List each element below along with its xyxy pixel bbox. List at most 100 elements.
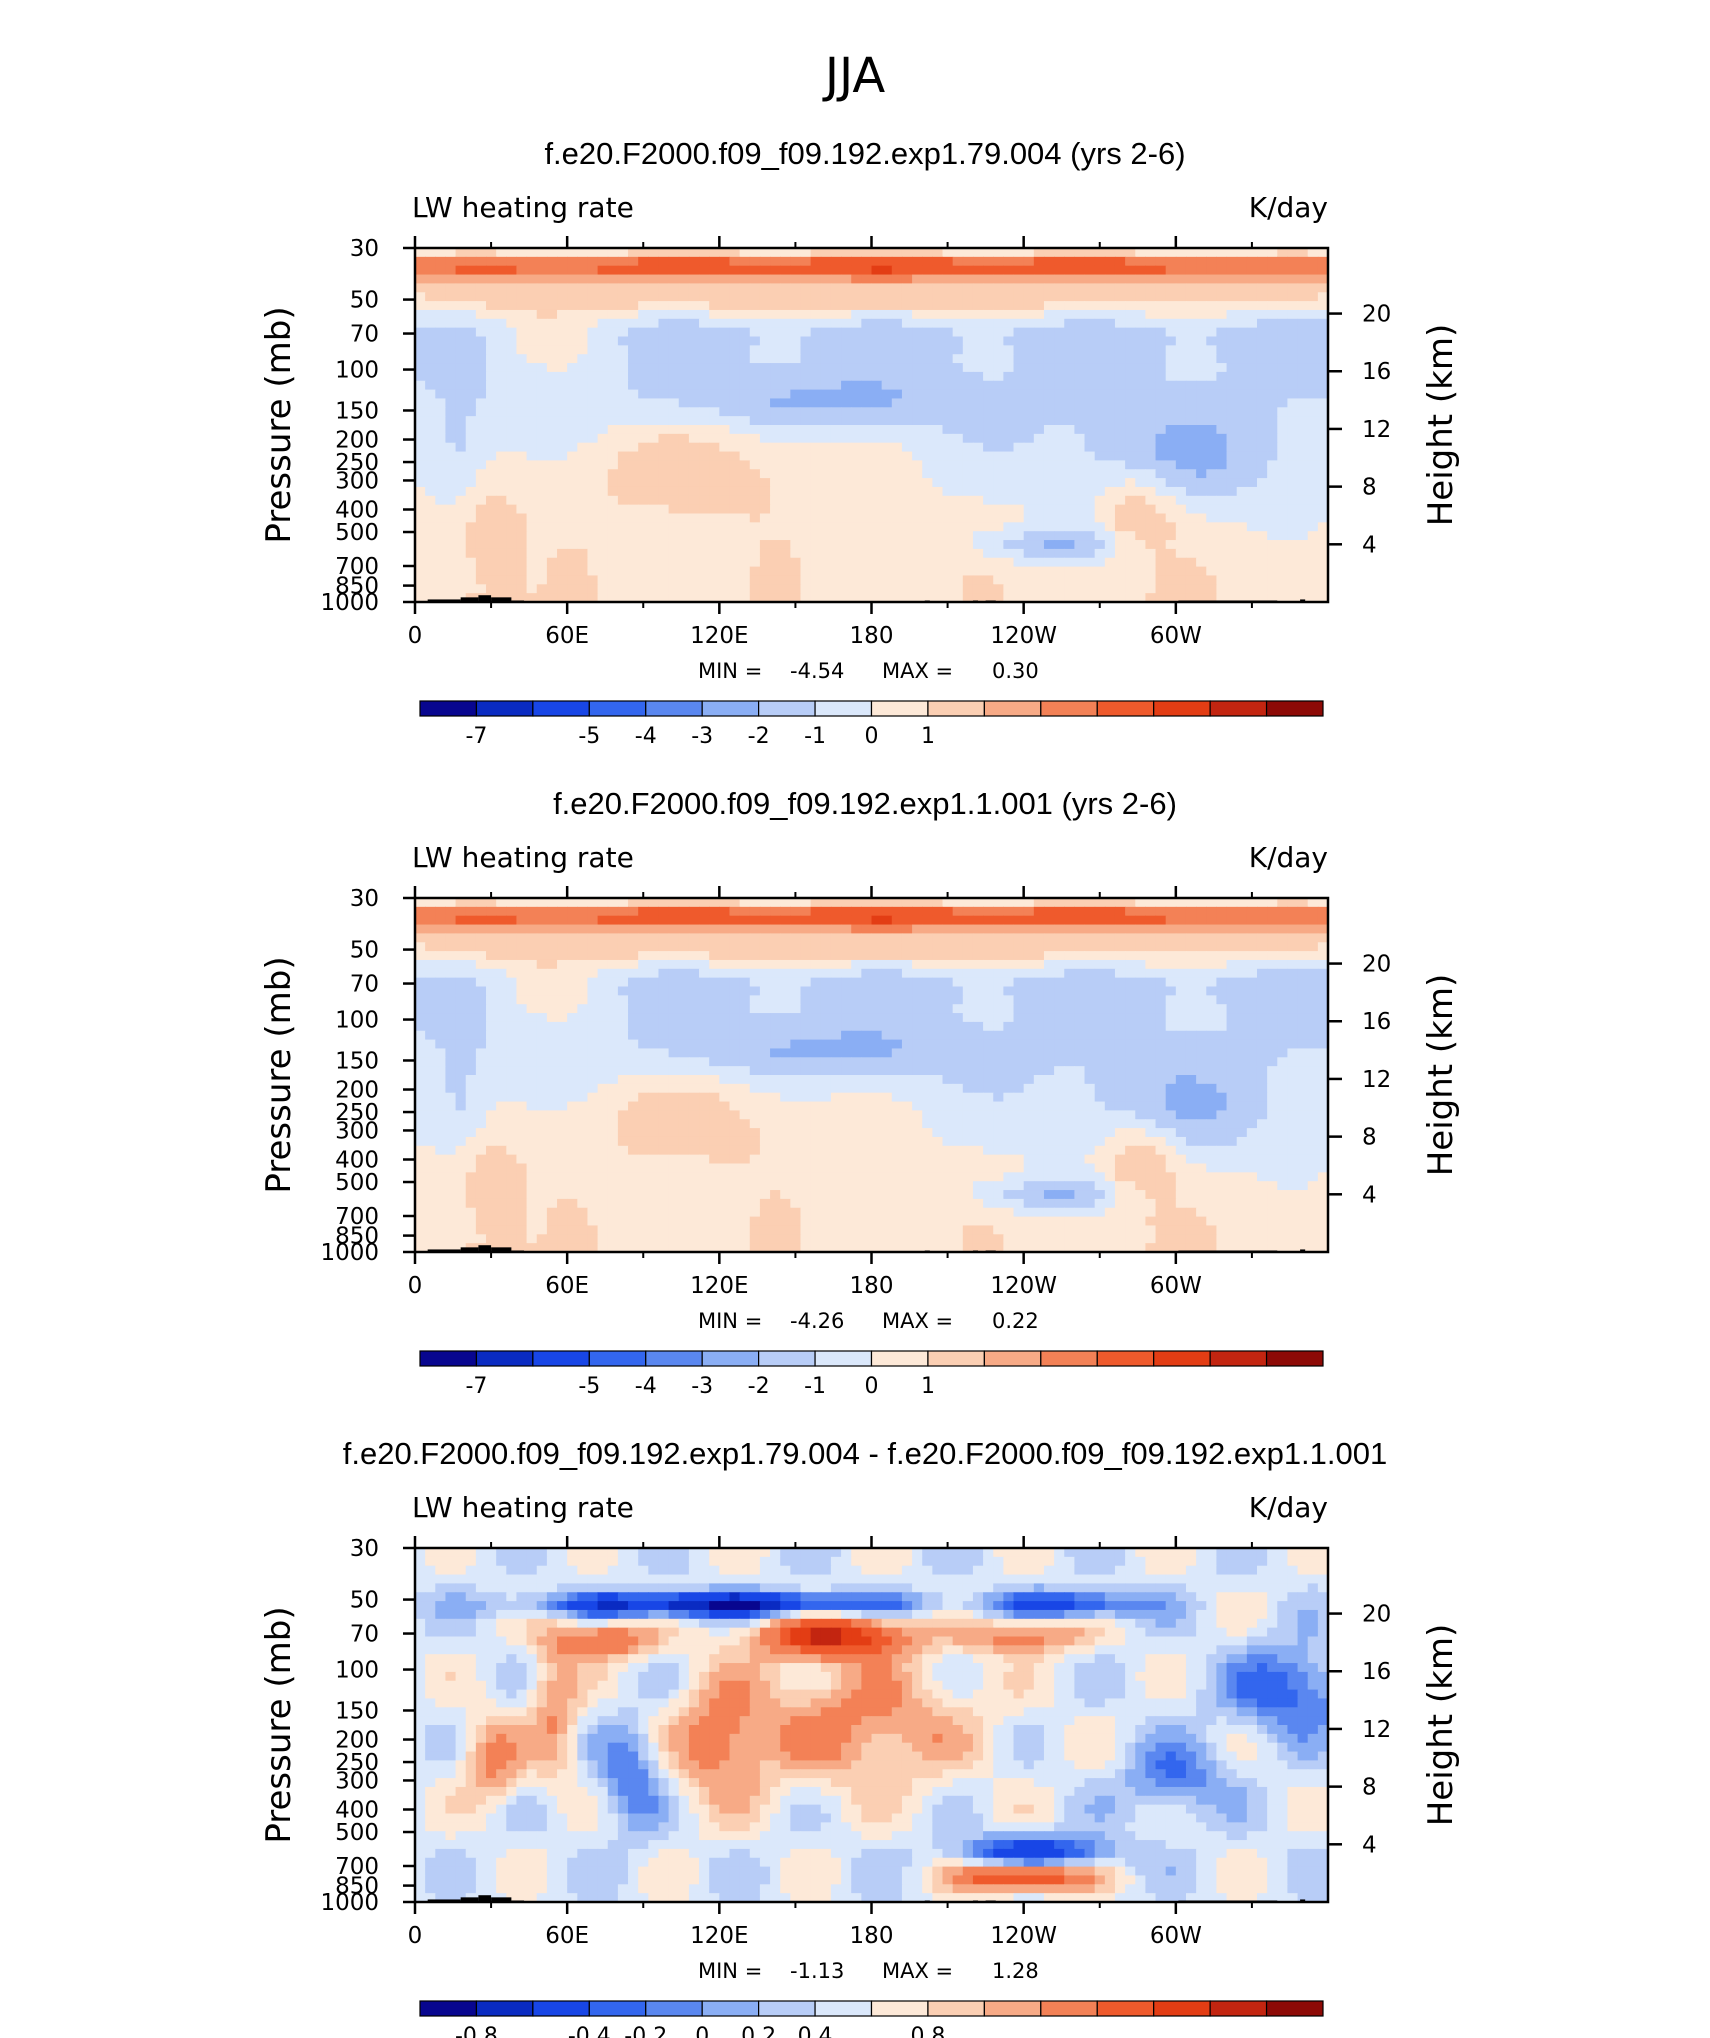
field-cell — [1246, 995, 1258, 1005]
field-cell — [1155, 327, 1167, 338]
field-cell — [800, 1004, 812, 1014]
field-cell — [1033, 584, 1045, 594]
field-cell — [465, 584, 477, 594]
field-cell — [617, 898, 629, 908]
field-cell — [1125, 433, 1136, 444]
field-cell — [901, 318, 913, 329]
field-cell — [1297, 906, 1309, 917]
field-cell — [1125, 486, 1136, 497]
field-cell — [800, 363, 812, 373]
field-cell — [577, 531, 589, 541]
field-cell — [891, 354, 903, 364]
field-cell — [1287, 951, 1299, 961]
field-cell — [1074, 959, 1086, 970]
field-cell — [861, 531, 873, 541]
field-cell — [1206, 274, 1218, 284]
field-cell — [912, 469, 923, 479]
field-cell — [415, 469, 426, 479]
field-cell — [1155, 548, 1167, 559]
field-cell — [475, 557, 487, 568]
field-cell — [567, 460, 578, 470]
field-cell — [425, 345, 436, 355]
field-cell — [1145, 442, 1157, 453]
field-cell — [972, 327, 984, 338]
field-cell — [1216, 478, 1228, 488]
field-cell — [891, 478, 903, 488]
field-cell — [1165, 540, 1177, 550]
field-cell — [628, 959, 639, 970]
field-cell — [1206, 986, 1218, 996]
field-cell — [496, 898, 507, 908]
field-cell — [1206, 906, 1218, 917]
field-cell — [1226, 451, 1238, 461]
field-cell — [871, 942, 883, 952]
field-cell — [435, 274, 447, 284]
field-cell — [1206, 371, 1218, 382]
field-cell — [1196, 292, 1207, 302]
field-cell — [770, 942, 781, 952]
field-cell — [1094, 301, 1106, 311]
field-cell — [648, 451, 660, 461]
field-cell — [1033, 548, 1045, 559]
field-cell — [1196, 248, 1207, 258]
field-cell — [1216, 442, 1228, 453]
field-cell — [1226, 265, 1238, 276]
field-cell — [1013, 906, 1025, 917]
field-cell — [922, 442, 933, 453]
field-cell — [983, 469, 994, 479]
field-cell — [496, 933, 507, 943]
field-cell — [1135, 451, 1146, 461]
field-cell — [1196, 986, 1207, 996]
field-cell — [557, 327, 568, 338]
field-cell — [1287, 451, 1299, 461]
field-cell — [759, 540, 771, 550]
field-cell — [668, 933, 680, 943]
field-cell — [972, 522, 984, 532]
field-cell — [435, 531, 447, 541]
field-cell — [526, 540, 538, 550]
field-cell — [1267, 407, 1278, 417]
field-cell — [587, 460, 599, 470]
field-cell — [516, 531, 528, 541]
field-cell — [486, 1013, 497, 1023]
field-cell — [841, 995, 852, 1005]
field-cell — [952, 557, 964, 568]
field-cell — [1125, 380, 1136, 391]
field-cell — [1003, 274, 1015, 284]
field-cell — [891, 256, 903, 267]
field-cell — [1104, 442, 1116, 453]
field-cell — [577, 1021, 589, 1032]
field-cell — [739, 425, 751, 435]
field-cell — [810, 425, 822, 435]
field-cell — [455, 504, 467, 515]
field-cell — [749, 283, 761, 293]
field-cell — [1033, 433, 1045, 444]
field-cell — [770, 522, 781, 532]
field-cell — [1013, 504, 1025, 515]
field-cell — [1206, 398, 1218, 408]
field-cell — [1175, 593, 1187, 603]
field-cell — [841, 407, 852, 417]
field-cell — [983, 986, 994, 996]
field-cell — [1043, 486, 1055, 497]
field-cell — [435, 522, 447, 532]
field-cell — [1307, 557, 1319, 568]
field-cell — [780, 256, 791, 267]
field-cell — [1185, 540, 1197, 550]
field-cell — [1003, 292, 1015, 302]
field-cell — [546, 906, 558, 917]
field-cell — [962, 354, 974, 364]
field-cell — [526, 318, 538, 329]
field-cell — [912, 265, 923, 276]
field-cell — [648, 363, 660, 373]
field-cell — [912, 274, 923, 284]
field-cell — [668, 407, 680, 417]
field-cell — [983, 363, 994, 373]
field-cell — [820, 531, 832, 541]
field-cell — [912, 575, 923, 585]
field-cell — [1277, 451, 1289, 461]
field-cell — [1023, 460, 1035, 470]
field-cell — [415, 495, 426, 506]
field-cell — [1023, 309, 1035, 320]
field-cell — [425, 540, 436, 550]
